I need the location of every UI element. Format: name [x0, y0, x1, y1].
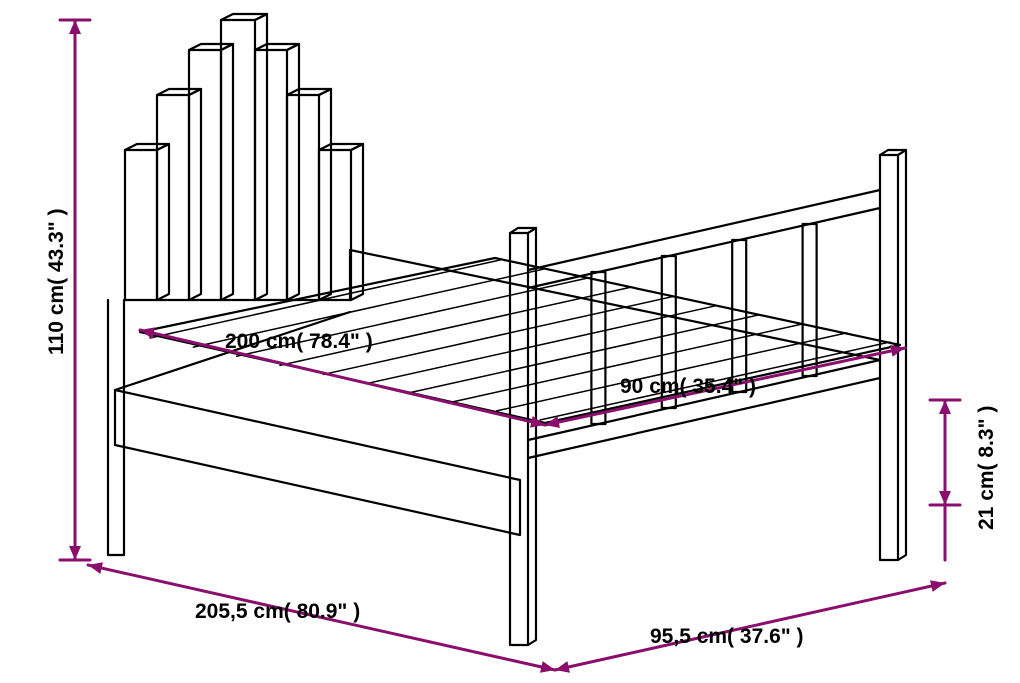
bed-dimension-diagram — [0, 0, 1020, 683]
label-inner-wid: 90 cm( 35.4" ) — [620, 375, 756, 399]
label-clearance: 21 cm( 8.3" ) — [975, 406, 999, 530]
label-inner-len: 200 cm( 78.4" ) — [225, 330, 373, 354]
label-outer-wid: 95,5 cm( 37.6" ) — [650, 625, 804, 649]
label-outer-len: 205,5 cm( 80.9" ) — [195, 600, 360, 624]
label-height: 110 cm( 43.3" ) — [45, 208, 69, 355]
diagram-stage: 110 cm( 43.3" ) 200 cm( 78.4" ) 90 cm( 3… — [0, 0, 1020, 683]
